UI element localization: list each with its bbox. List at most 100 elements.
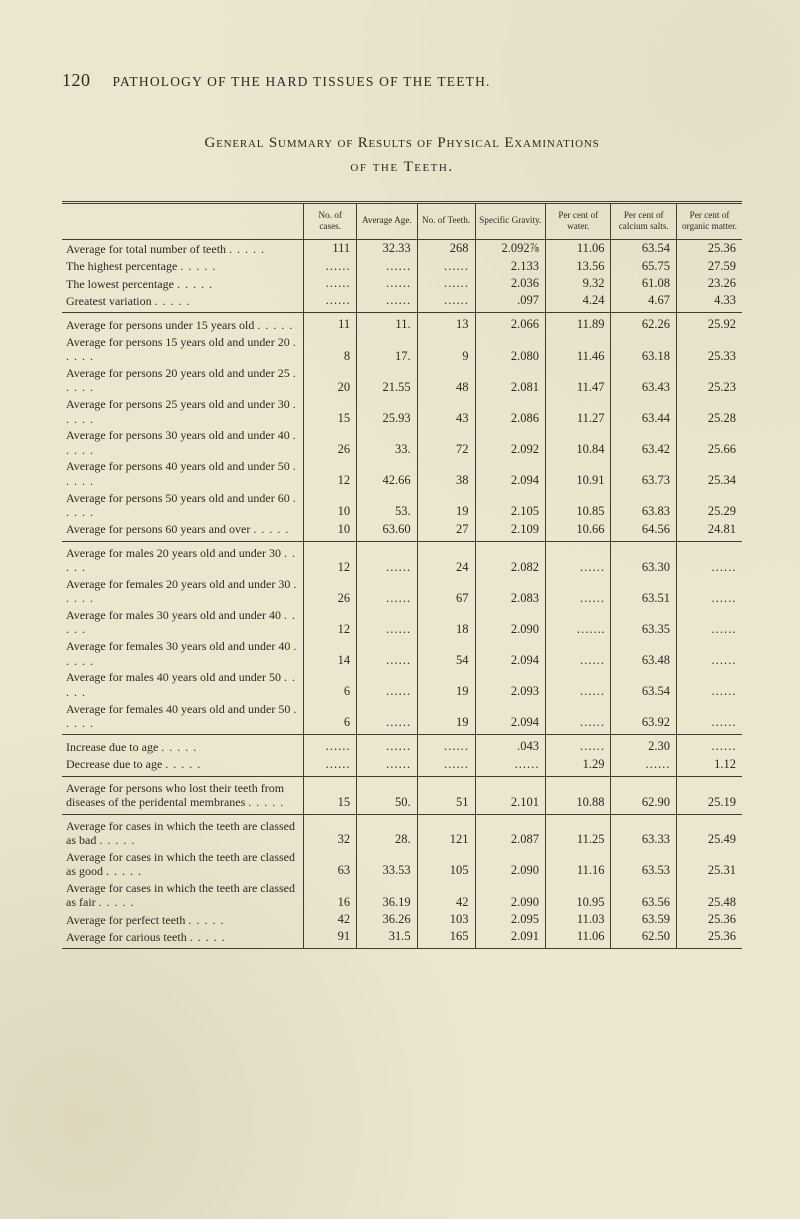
- cell: 2.036: [475, 275, 546, 292]
- table-section: Increase due to age . . . . .……………….043……: [62, 735, 742, 776]
- cell: 32: [304, 814, 357, 848]
- col-head-blank: [62, 204, 304, 240]
- row-desc: Average for total number of teeth . . . …: [62, 240, 304, 258]
- cell: 63.43: [611, 365, 676, 396]
- cell: 2.086: [475, 396, 546, 427]
- cell: 25.19: [676, 776, 742, 814]
- cell: 15: [304, 396, 357, 427]
- cell: 2.094: [475, 458, 546, 489]
- cell: 25.36: [676, 911, 742, 928]
- cell: 10.91: [546, 458, 611, 489]
- cell: ……: [475, 756, 546, 777]
- cell: ……: [304, 292, 357, 313]
- table-head: No. of cases. Average Age. No. of Teeth.…: [62, 204, 742, 240]
- cell: 11.06: [546, 240, 611, 258]
- col-head-teeth: No. of Teeth.: [417, 204, 475, 240]
- cell: 165: [417, 928, 475, 948]
- cell: 63.33: [611, 814, 676, 848]
- row-desc: The lowest percentage . . . . .: [62, 275, 304, 292]
- cell: 24.81: [676, 521, 742, 542]
- row-desc: Average for males 40 years old and under…: [62, 669, 304, 700]
- cell: 63.54: [611, 240, 676, 258]
- cell: ……: [357, 700, 417, 734]
- table-row: Decrease due to age . . . . .……………………1.2…: [62, 756, 742, 777]
- cell: 4.24: [546, 292, 611, 313]
- cell: 42: [417, 880, 475, 911]
- cell: 72: [417, 427, 475, 458]
- cell: 36.26: [357, 911, 417, 928]
- cell: 6: [304, 669, 357, 700]
- row-desc: Average for cases in which the teeth are…: [62, 848, 304, 879]
- table-row: Average for cases in which the teeth are…: [62, 880, 742, 911]
- table-row: Average for cases in which the teeth are…: [62, 848, 742, 879]
- cell: 62.26: [611, 313, 676, 334]
- cell: 53.: [357, 489, 417, 520]
- cell: …….: [546, 607, 611, 638]
- row-desc: Average for persons 50 years old and und…: [62, 489, 304, 520]
- cell: 54: [417, 638, 475, 669]
- cell: 27.59: [676, 258, 742, 275]
- page: 120 PATHOLOGY OF THE HARD TISSUES OF THE…: [0, 0, 800, 989]
- table-row: Average for males 30 years old and under…: [62, 607, 742, 638]
- row-desc: Decrease due to age . . . . .: [62, 756, 304, 777]
- cell: 91: [304, 928, 357, 948]
- row-desc: Average for persons 25 years old and und…: [62, 396, 304, 427]
- cell: 38: [417, 458, 475, 489]
- cell: .043: [475, 735, 546, 756]
- table-row: Average for females 30 years old and und…: [62, 638, 742, 669]
- cell: 2.092⅞: [475, 240, 546, 258]
- cell: 64.56: [611, 521, 676, 542]
- cell: 111: [304, 240, 357, 258]
- cell: ……: [417, 258, 475, 275]
- cell: 2.109: [475, 521, 546, 542]
- cell: 25.48: [676, 880, 742, 911]
- row-desc: Average for persons under 15 years old .…: [62, 313, 304, 334]
- cell: 25.31: [676, 848, 742, 879]
- cell: 26: [304, 427, 357, 458]
- cell: 50.: [357, 776, 417, 814]
- cell: 63.42: [611, 427, 676, 458]
- col-head-organic: Per cent of organic matter.: [676, 204, 742, 240]
- cell: 63.73: [611, 458, 676, 489]
- cell: ……: [676, 669, 742, 700]
- cell: 51: [417, 776, 475, 814]
- cell: 4.33: [676, 292, 742, 313]
- cell: 28.: [357, 814, 417, 848]
- cell: 10.85: [546, 489, 611, 520]
- cell: 9: [417, 334, 475, 365]
- table-title: General Summary of Results of Physical E…: [62, 131, 742, 179]
- cell: 11.06: [546, 928, 611, 948]
- cell: 2.090: [475, 607, 546, 638]
- cell: 2.101: [475, 776, 546, 814]
- cell: 1.29: [546, 756, 611, 777]
- cell: 63.54: [611, 669, 676, 700]
- cell: 16: [304, 880, 357, 911]
- cell: 31.5: [357, 928, 417, 948]
- table-section: Average for total number of teeth . . . …: [62, 240, 742, 313]
- cell: 33.: [357, 427, 417, 458]
- cell: ……: [546, 700, 611, 734]
- table-row: Average for persons 40 years old and und…: [62, 458, 742, 489]
- table-section: Average for persons who lost their teeth…: [62, 776, 742, 814]
- cell: 10.95: [546, 880, 611, 911]
- table-row: Average for persons 30 years old and und…: [62, 427, 742, 458]
- cell: 2.083: [475, 576, 546, 607]
- cell: ……: [357, 576, 417, 607]
- cell: 25.34: [676, 458, 742, 489]
- title-line-1: General Summary of Results of Physical E…: [62, 131, 742, 155]
- cell: ……: [357, 669, 417, 700]
- cell: 2.093: [475, 669, 546, 700]
- cell: 63.92: [611, 700, 676, 734]
- cell: ……: [357, 258, 417, 275]
- cell: 21.55: [357, 365, 417, 396]
- cell: 2.066: [475, 313, 546, 334]
- cell: 2.090: [475, 848, 546, 879]
- cell: 4.67: [611, 292, 676, 313]
- cell: .097: [475, 292, 546, 313]
- row-desc: Average for males 20 years old and under…: [62, 541, 304, 575]
- row-desc: Average for cases in which the teeth are…: [62, 814, 304, 848]
- cell: ……: [546, 541, 611, 575]
- cell: ……: [676, 576, 742, 607]
- table-section: Average for persons under 15 years old .…: [62, 313, 742, 541]
- row-desc: Greatest variation . . . . .: [62, 292, 304, 313]
